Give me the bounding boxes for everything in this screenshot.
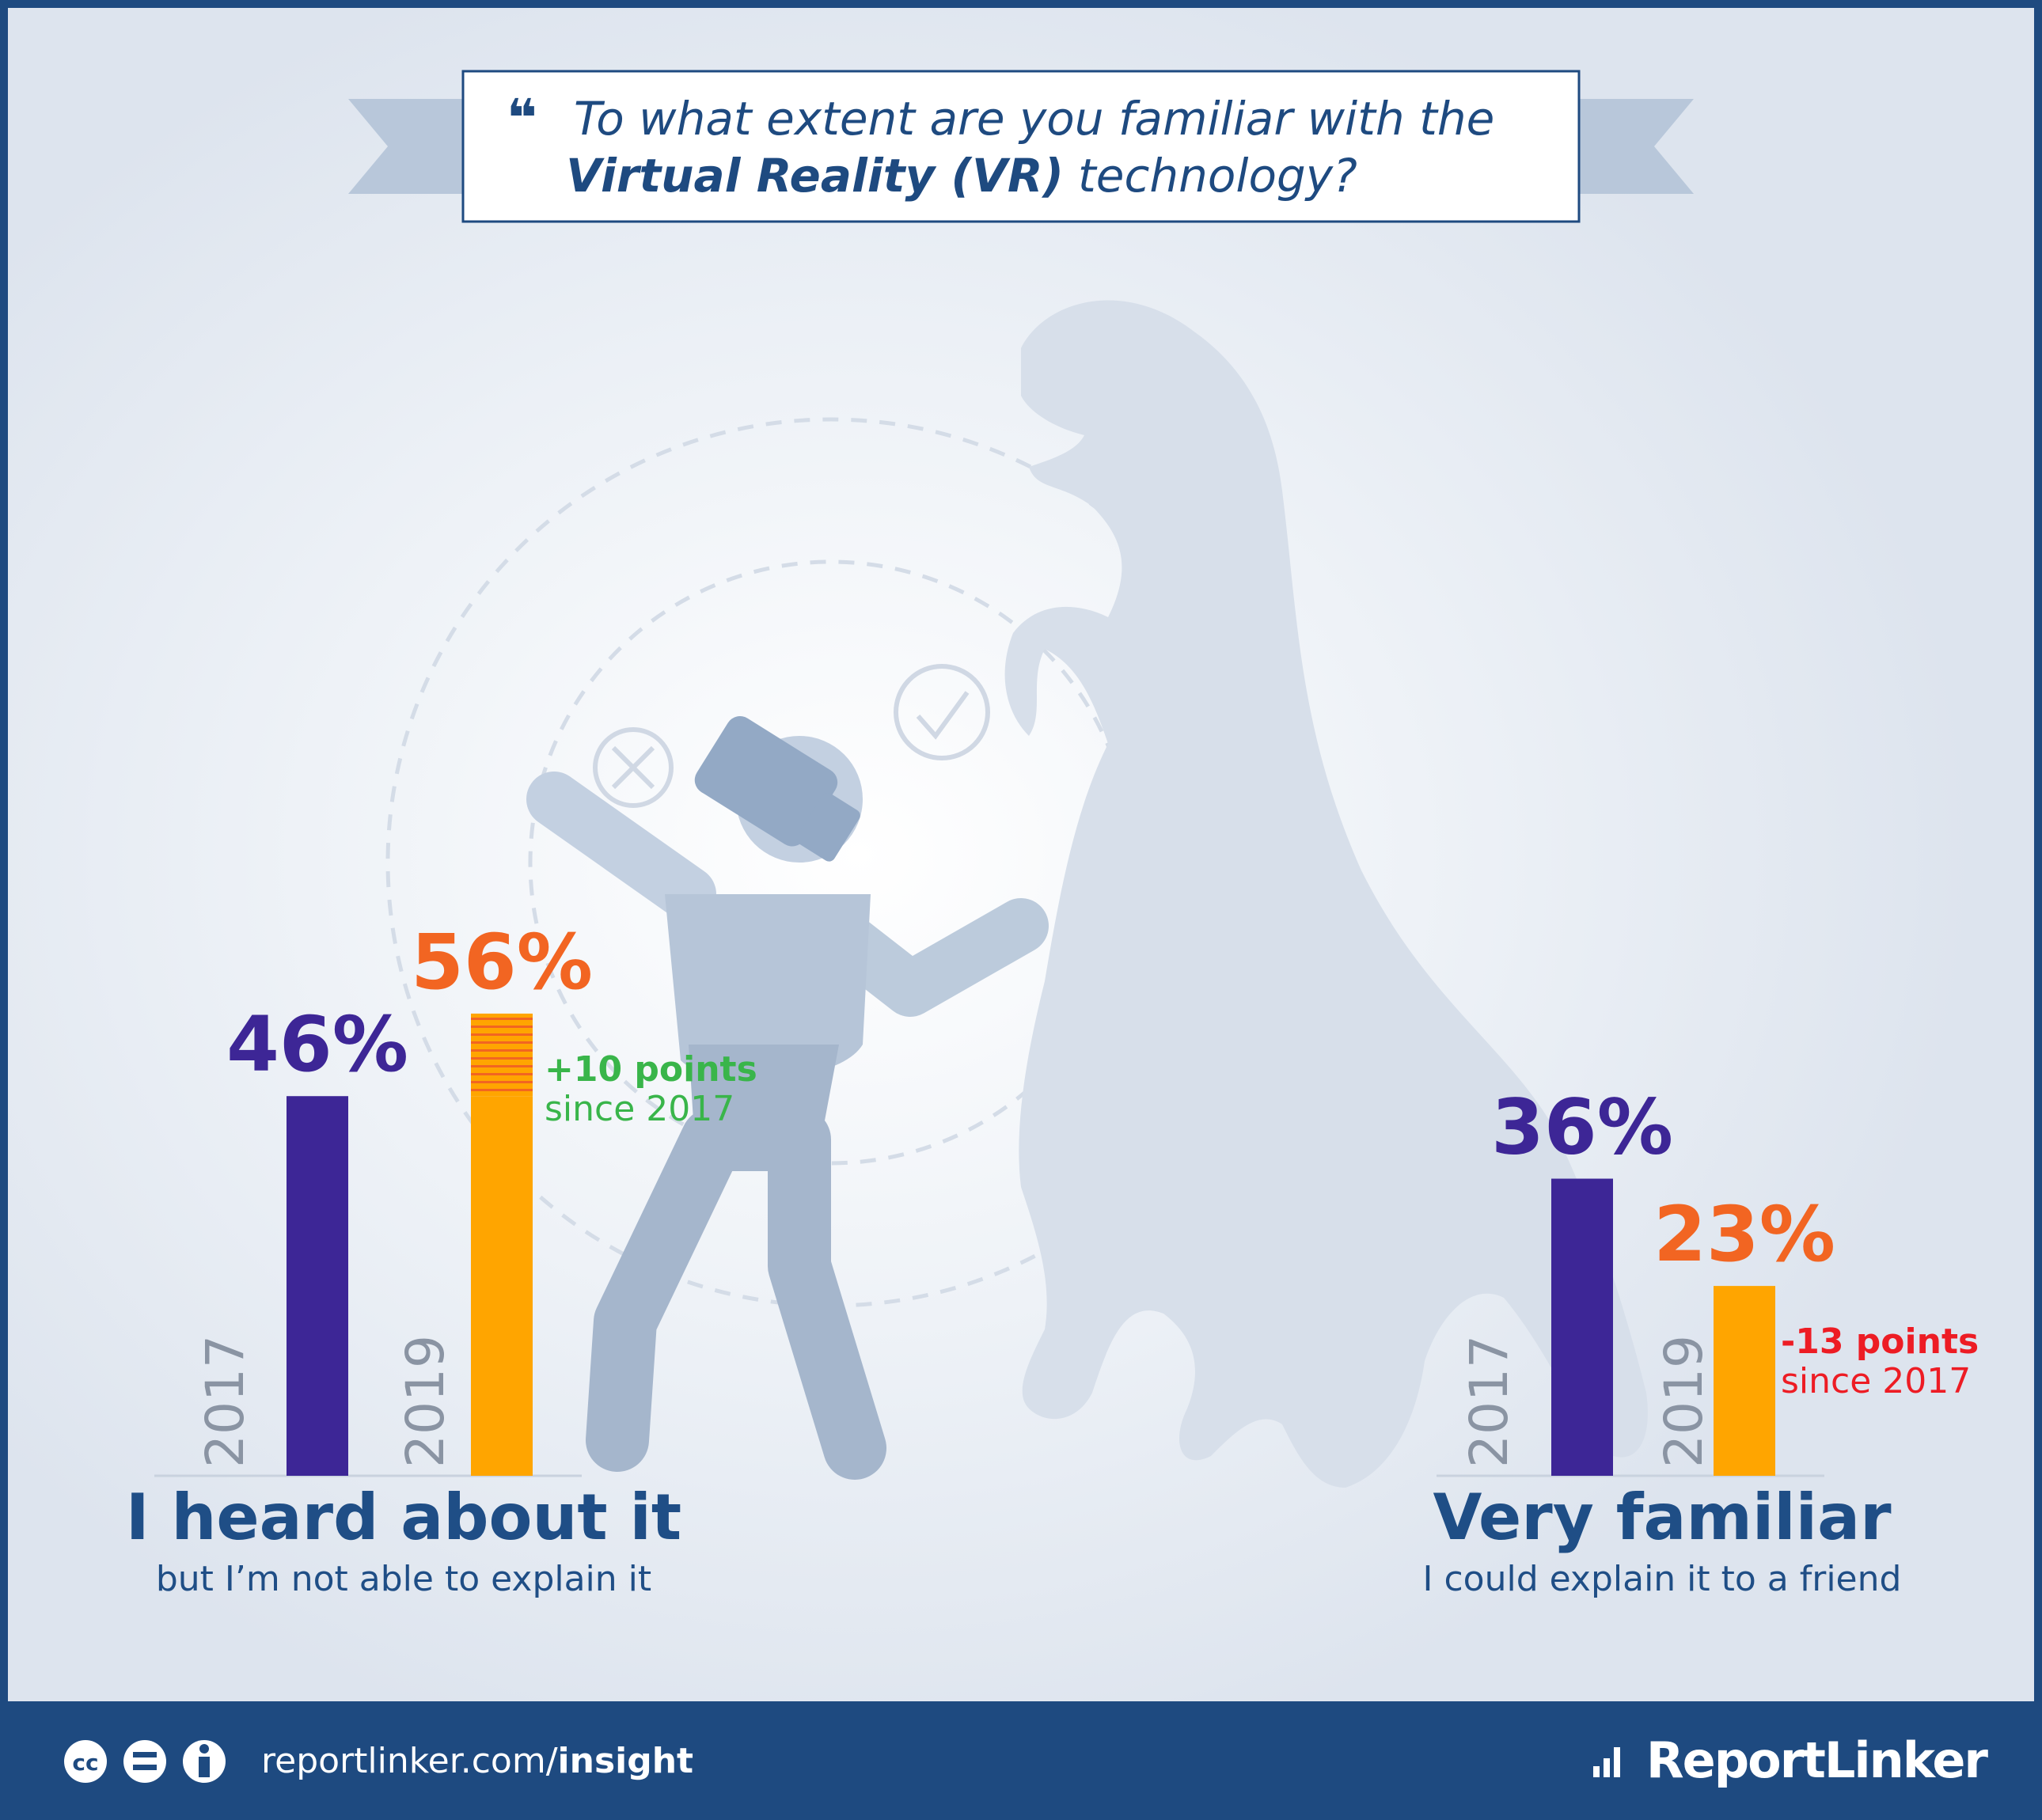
no-derivatives-icon [123, 1740, 166, 1783]
change-points-label: -13 points [1781, 1321, 1979, 1362]
reportlinker-logo: ReportLinker [1593, 1731, 1990, 1789]
bar-value-label: 36% [1491, 1083, 1673, 1172]
question-line-2: Virtual Reality (VR) technology? [566, 149, 1357, 203]
svg-text:cc: cc [72, 1750, 98, 1776]
footer-band [0, 1701, 2042, 1820]
bar-2017 [1551, 1178, 1613, 1476]
year-tick-label: 2019 [1653, 1335, 1714, 1468]
cc-icon: cc [64, 1740, 107, 1783]
year-tick-label: 2019 [395, 1335, 456, 1468]
bar-2017 [287, 1096, 348, 1476]
brand-name: ReportLinker [1646, 1731, 1988, 1789]
bar-value-label: 46% [226, 1000, 408, 1089]
question-emphasis: Virtual Reality (VR) [566, 149, 1064, 203]
quote-icon: ❝ [507, 88, 537, 149]
vr-person-illustration [526, 716, 1049, 1480]
question-tail: technology? [1078, 149, 1357, 203]
dinosaur-silhouette [1004, 300, 1648, 1488]
bar-2019 [471, 1096, 533, 1476]
change-points-label: +10 points [545, 1049, 757, 1090]
category-subtitle: I could explain it to a friend [1423, 1559, 1902, 1599]
category-title: Very familiar [1433, 1481, 1892, 1554]
category-subtitle: but I’m not able to explain it [156, 1559, 651, 1599]
footer-url[interactable]: reportlinker.com/insight [261, 1741, 693, 1781]
question-box [461, 70, 1581, 223]
bar-value-label: 56% [411, 918, 593, 1007]
year-tick-label: 2017 [195, 1335, 256, 1468]
year-tick-label: 2017 [1459, 1335, 1520, 1468]
question-line-1: To what extent are you familiar with the [574, 92, 1494, 146]
footer: cc reportlinker.com/insight ReportLinker [0, 1701, 2042, 1820]
bar-value-label: 23% [1653, 1190, 1835, 1279]
change-since-label: since 2017 [545, 1089, 734, 1129]
question-banner: ❝ To what extent are you familiar with t… [348, 70, 1694, 223]
bar-2019 [1714, 1286, 1775, 1476]
decorative-icons [593, 664, 990, 808]
ribbon-left [348, 99, 463, 194]
change-since-label: since 2017 [1781, 1361, 1971, 1401]
category-title: I heard about it [126, 1481, 681, 1554]
bar-2019-increase-segment [471, 1013, 533, 1097]
attribution-icon [183, 1740, 226, 1783]
ribbon-right [1579, 99, 1694, 194]
